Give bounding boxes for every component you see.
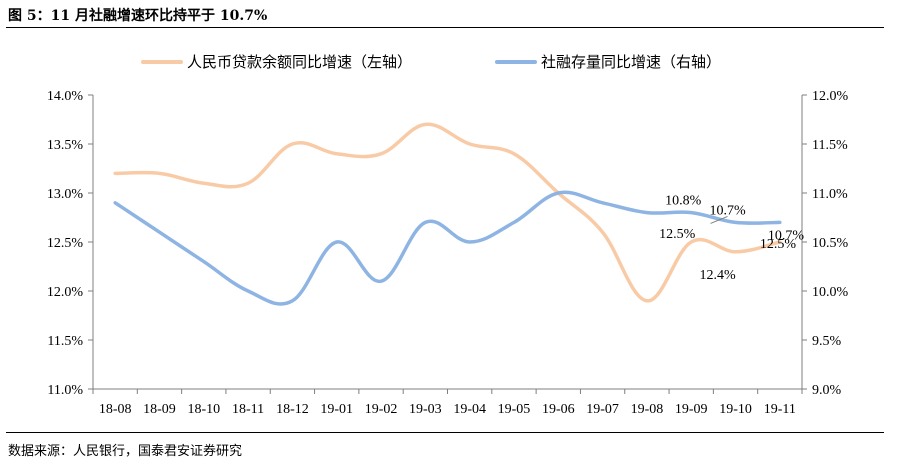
- chart-axes: 14.0% 12.0% 13.5% 11.5% 13.0% 11.0% 12.5% 10.5%…: [47, 89, 849, 417]
- x-tick-label: 19-06: [542, 402, 575, 417]
- right-tick-label: 9.0%: [812, 383, 842, 398]
- left-tick-label: 12.0%: [47, 285, 84, 300]
- right-tick-label: 12.0%: [812, 89, 849, 104]
- x-tick-label: 18-12: [276, 402, 309, 417]
- data-label: 10.7%: [768, 228, 805, 243]
- source-note: 数据来源：人民银行，国泰君安证券研究: [8, 444, 243, 459]
- right-tick-label: 9.5%: [812, 334, 842, 349]
- data-labels: 10.8%10.7%10.7%12.5%12.4%12.5%: [659, 194, 804, 283]
- data-label: 10.8%: [665, 194, 702, 209]
- left-tick-label: 14.0%: [47, 89, 84, 104]
- x-tick-label: 19-04: [453, 402, 486, 417]
- x-tick-label: 19-08: [631, 402, 664, 417]
- data-label: 10.7%: [709, 203, 746, 218]
- series-line-2: [113, 190, 782, 306]
- series-lines: [113, 122, 782, 306]
- data-label-leader: [710, 215, 728, 224]
- x-tick-label: 19-09: [675, 402, 708, 417]
- x-tick-label: 18-11: [232, 402, 264, 417]
- right-tick-label: 11.0%: [812, 187, 848, 202]
- x-tick-label: 19-03: [409, 402, 442, 417]
- x-tick-label: 19-11: [764, 402, 796, 417]
- x-tick-label: 18-09: [143, 402, 176, 417]
- legend-label-1: 人民币贷款余额同比增速（左轴）: [187, 53, 412, 71]
- x-tick-label: 19-05: [498, 402, 531, 417]
- x-tick-label: 18-08: [99, 402, 132, 417]
- left-tick-label: 11.0%: [47, 383, 83, 398]
- figure-title: 图 5：11 月社融增速环比持平于 10.7%: [8, 8, 268, 24]
- data-label: 12.5%: [659, 227, 696, 242]
- right-tick-label: 10.5%: [812, 236, 849, 251]
- legend-label-2: 社融存量同比增速（右轴）: [541, 54, 721, 71]
- bottom-rule: [6, 432, 884, 433]
- chart-legend: 人民币贷款余额同比增速（左轴） 社融存量同比增速（右轴）: [141, 53, 721, 71]
- series-line-1: [113, 122, 782, 303]
- data-label: 12.5%: [760, 237, 797, 252]
- right-tick-label: 10.0%: [812, 285, 849, 300]
- top-rule: [6, 27, 884, 28]
- x-tick-label: 18-10: [187, 402, 220, 417]
- x-tick-label: 19-10: [719, 402, 752, 417]
- left-tick-label: 13.5%: [47, 138, 84, 153]
- data-label: 12.4%: [699, 268, 736, 283]
- x-tick-label: 19-07: [586, 402, 619, 417]
- right-tick-label: 11.5%: [812, 138, 848, 153]
- x-tick-label: 19-01: [320, 402, 353, 417]
- left-tick-label: 11.5%: [47, 334, 83, 349]
- left-tick-label: 12.5%: [47, 236, 84, 251]
- left-tick-label: 13.0%: [47, 187, 84, 202]
- x-tick-label: 19-02: [365, 402, 398, 417]
